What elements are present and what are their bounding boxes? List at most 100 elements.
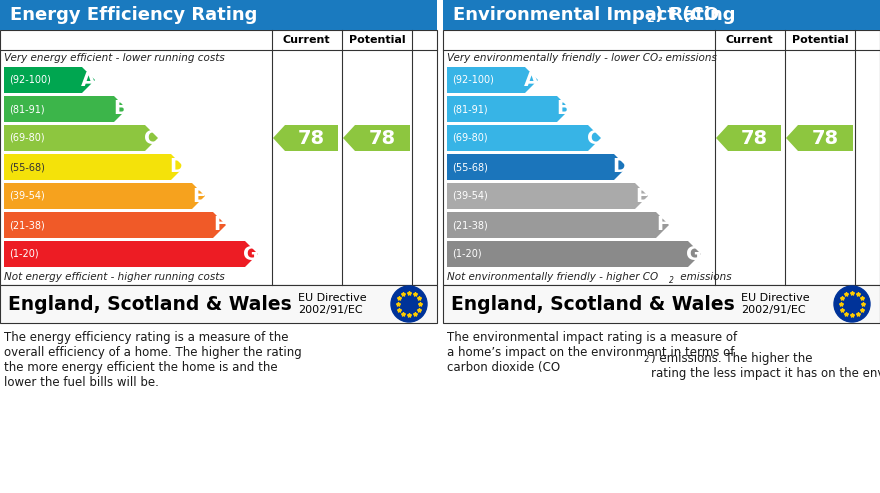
Polygon shape: [192, 183, 205, 209]
Text: G: G: [686, 245, 702, 263]
Text: Current: Current: [725, 35, 773, 45]
Text: 78: 78: [811, 129, 839, 147]
Bar: [4, 212, 213, 238]
Bar: [443, 30, 880, 285]
Text: 78: 78: [297, 129, 325, 147]
Bar: [355, 125, 410, 151]
Polygon shape: [525, 67, 538, 93]
Polygon shape: [588, 125, 601, 151]
Text: (39-54): (39-54): [9, 191, 45, 201]
Text: England, Scotland & Wales: England, Scotland & Wales: [8, 294, 292, 314]
Bar: [447, 96, 557, 122]
Text: 78: 78: [369, 129, 396, 147]
Bar: [447, 212, 656, 238]
Polygon shape: [635, 183, 648, 209]
Polygon shape: [82, 67, 95, 93]
Text: E: E: [634, 186, 649, 206]
Bar: [0, 285, 437, 323]
Polygon shape: [786, 125, 798, 151]
Polygon shape: [716, 125, 728, 151]
Text: (39-54): (39-54): [452, 191, 488, 201]
Text: (69-80): (69-80): [9, 133, 45, 143]
Text: F: F: [656, 215, 669, 235]
Text: Not energy efficient - higher running costs: Not energy efficient - higher running co…: [4, 272, 224, 282]
Bar: [4, 125, 145, 151]
Polygon shape: [245, 241, 258, 267]
Polygon shape: [688, 241, 701, 267]
Text: C: C: [587, 129, 602, 147]
Bar: [4, 183, 192, 209]
Text: 2002/91/EC: 2002/91/EC: [298, 305, 363, 315]
Text: C: C: [144, 129, 158, 147]
Text: D: D: [170, 157, 186, 176]
Text: 2: 2: [646, 14, 654, 24]
Text: G: G: [244, 245, 260, 263]
Bar: [4, 241, 245, 267]
Text: Potential: Potential: [348, 35, 406, 45]
Text: The environmental impact rating is a measure of
a home’s impact on the environme: The environmental impact rating is a mea…: [447, 331, 737, 374]
Text: Environmental Impact (CO: Environmental Impact (CO: [453, 6, 719, 24]
Bar: [447, 125, 588, 151]
Text: (55-68): (55-68): [9, 162, 45, 172]
Bar: [447, 67, 525, 93]
Text: (92-100): (92-100): [9, 75, 51, 85]
Polygon shape: [171, 154, 184, 180]
Text: (92-100): (92-100): [452, 75, 494, 85]
Polygon shape: [656, 212, 669, 238]
Text: A: A: [524, 70, 539, 90]
Text: ) Rating: ) Rating: [655, 6, 736, 24]
Bar: [4, 96, 114, 122]
Bar: [4, 67, 82, 93]
Text: 2: 2: [643, 355, 649, 364]
Text: (69-80): (69-80): [452, 133, 488, 143]
Text: ) emissions. The higher the
rating the less impact it has on the environment.: ) emissions. The higher the rating the l…: [651, 352, 880, 380]
Polygon shape: [145, 125, 158, 151]
Text: The energy efficiency rating is a measure of the
overall efficiency of a home. T: The energy efficiency rating is a measur…: [4, 331, 302, 389]
Text: (1-20): (1-20): [9, 249, 39, 259]
Text: Not environmentally friendly - higher CO: Not environmentally friendly - higher CO: [447, 272, 658, 282]
Text: F: F: [213, 215, 226, 235]
Text: B: B: [114, 100, 128, 118]
Bar: [443, 285, 880, 323]
Polygon shape: [273, 125, 285, 151]
Circle shape: [834, 286, 870, 322]
Bar: [728, 125, 781, 151]
Text: 2002/91/EC: 2002/91/EC: [741, 305, 805, 315]
Bar: [447, 183, 635, 209]
Text: England, Scotland & Wales: England, Scotland & Wales: [451, 294, 735, 314]
Bar: [4, 154, 171, 180]
Bar: [447, 241, 688, 267]
Circle shape: [391, 286, 427, 322]
Text: (21-38): (21-38): [452, 220, 488, 230]
Text: (81-91): (81-91): [9, 104, 45, 114]
Text: B: B: [556, 100, 571, 118]
Text: E: E: [192, 186, 205, 206]
Text: Energy Efficiency Rating: Energy Efficiency Rating: [10, 6, 257, 24]
Text: (81-91): (81-91): [452, 104, 488, 114]
Text: (21-38): (21-38): [9, 220, 45, 230]
Text: emissions: emissions: [677, 272, 731, 282]
Bar: [285, 125, 338, 151]
Text: EU Directive: EU Directive: [741, 293, 810, 303]
Bar: [0, 0, 437, 30]
Text: (55-68): (55-68): [452, 162, 488, 172]
Bar: [798, 125, 853, 151]
Bar: [443, 0, 880, 30]
Bar: [447, 154, 614, 180]
Text: Current: Current: [282, 35, 330, 45]
Polygon shape: [114, 96, 127, 122]
Polygon shape: [557, 96, 570, 122]
Text: Potential: Potential: [792, 35, 848, 45]
Text: Very environmentally friendly - lower CO₂ emissions: Very environmentally friendly - lower CO…: [447, 53, 717, 63]
Text: 2: 2: [669, 276, 674, 285]
Text: Very energy efficient - lower running costs: Very energy efficient - lower running co…: [4, 53, 224, 63]
Bar: [0, 30, 437, 285]
Polygon shape: [213, 212, 226, 238]
Polygon shape: [614, 154, 627, 180]
Text: (1-20): (1-20): [452, 249, 481, 259]
Polygon shape: [343, 125, 355, 151]
Text: D: D: [612, 157, 628, 176]
Text: 78: 78: [740, 129, 767, 147]
Text: EU Directive: EU Directive: [298, 293, 367, 303]
Text: A: A: [81, 70, 96, 90]
